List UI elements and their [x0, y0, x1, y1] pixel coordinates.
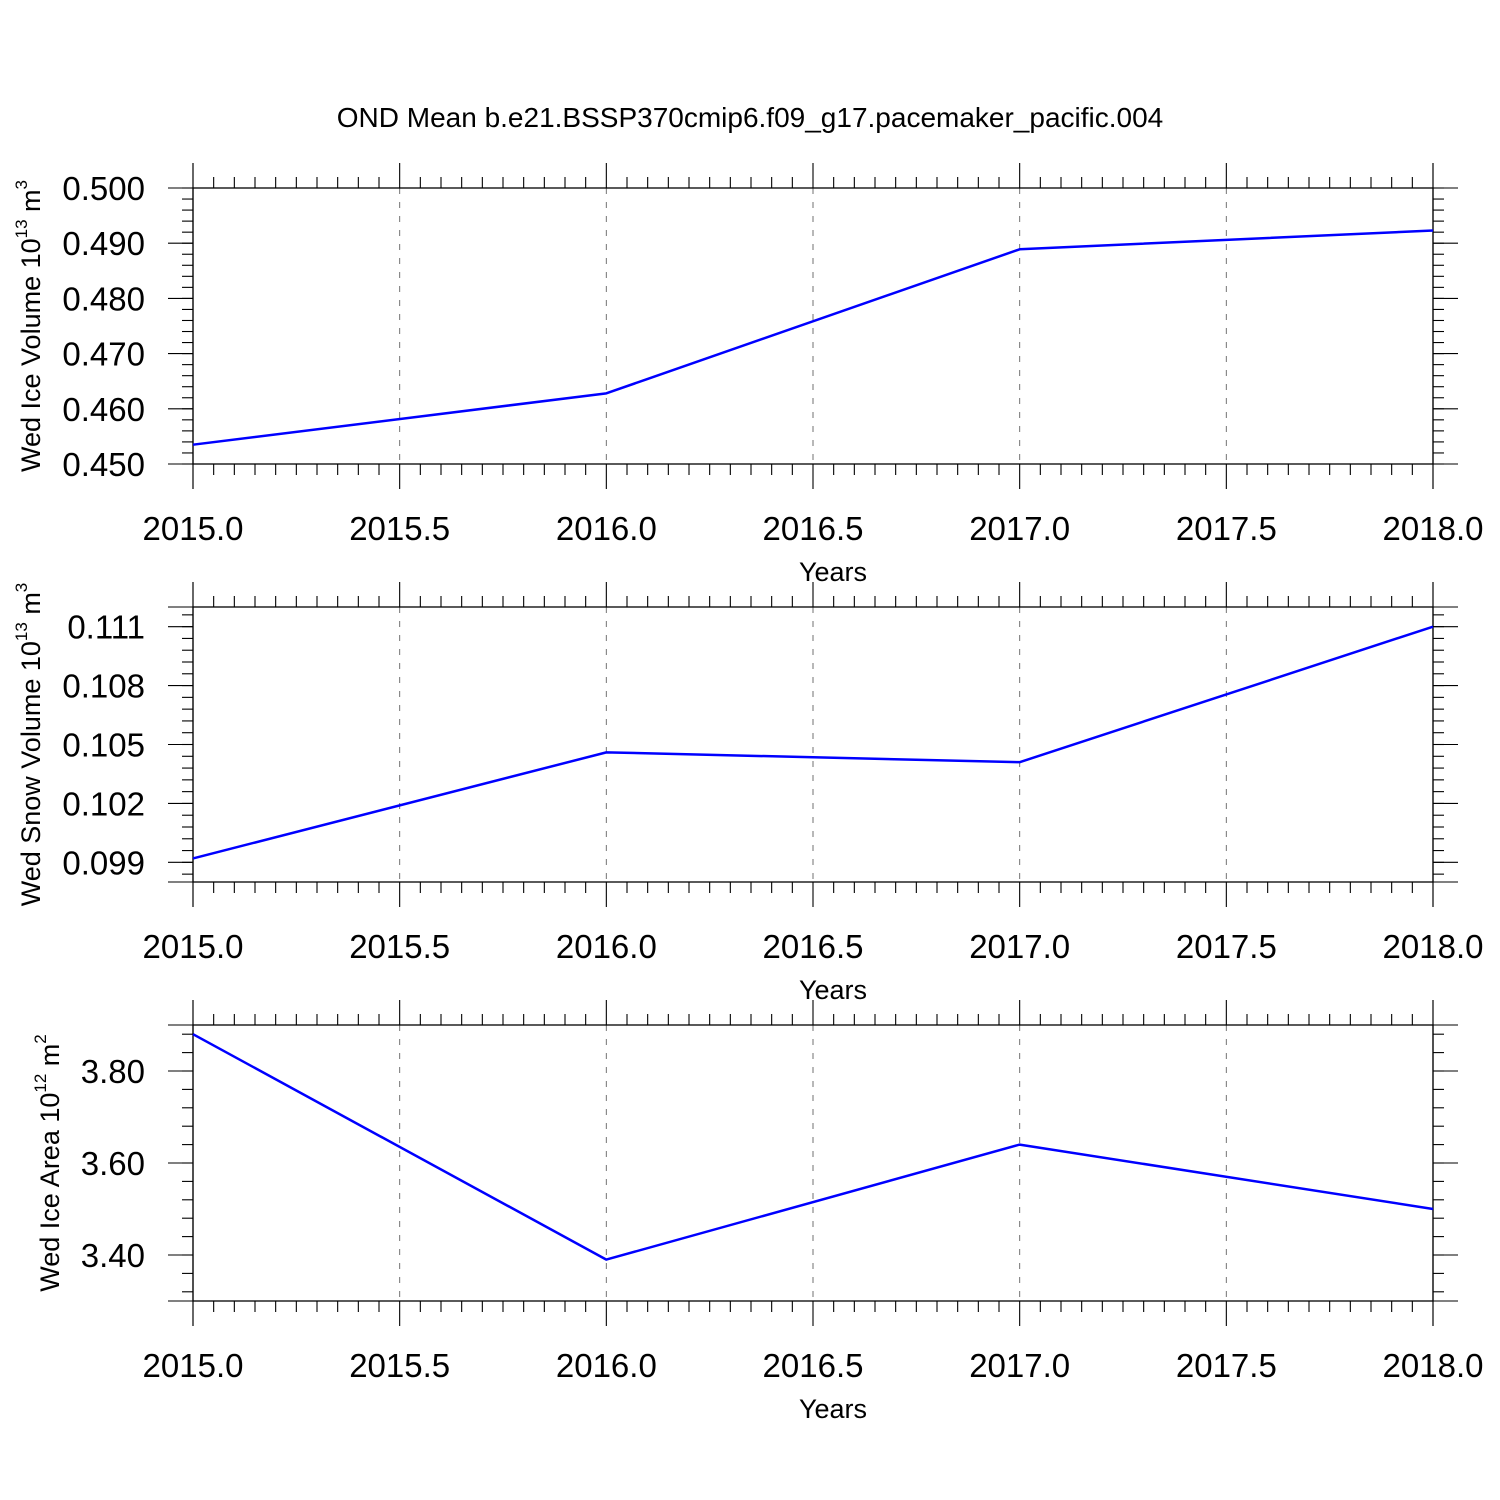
y-label-text: Wed Snow Volume 10	[16, 641, 46, 906]
y-label-unit-exponent: 3	[12, 583, 31, 592]
y-tick-label: 0.490	[62, 225, 145, 262]
y-label-exponent: 13	[12, 622, 31, 641]
series-line	[192, 1033, 1434, 1261]
y-tick-label: 3.40	[81, 1237, 145, 1274]
y-label-unit: m	[16, 189, 46, 219]
y-tick-label: 0.500	[62, 170, 145, 207]
x-tick-label: 2017.0	[969, 1347, 1070, 1384]
x-axis-label: Years	[799, 557, 867, 587]
x-tick-label: 2015.0	[143, 1347, 244, 1384]
x-tick-label: 2018.0	[1383, 928, 1484, 965]
figure-title: OND Mean b.e21.BSSP370cmip6.f09_g17.pace…	[337, 102, 1164, 133]
plot-frame	[192, 606, 1434, 883]
x-tick-label: 2015.0	[143, 510, 244, 547]
y-tick-label: 0.480	[62, 280, 145, 317]
x-tick-label: 2015.5	[349, 1347, 450, 1384]
series-line	[192, 625, 1434, 860]
x-tick-label: 2016.0	[556, 510, 657, 547]
x-tick-label: 2016.5	[763, 928, 864, 965]
y-label-unit-exponent: 3	[12, 180, 31, 189]
y-tick-label: 0.111	[67, 609, 145, 646]
x-tick-label: 2017.5	[1176, 1347, 1277, 1384]
y-label-unit: m	[35, 1044, 65, 1074]
x-tick-label: 2017.5	[1176, 510, 1277, 547]
x-tick-label: 2016.5	[763, 510, 864, 547]
y-tick-label: 0.108	[62, 668, 145, 705]
y-tick-label: 0.102	[62, 785, 145, 822]
x-tick-label: 2018.0	[1383, 510, 1484, 547]
x-tick-label: 2016.0	[556, 1347, 657, 1384]
x-tick-label: 2018.0	[1383, 1347, 1484, 1384]
y-label-unit-exponent: 2	[31, 1034, 50, 1043]
y-label-exponent: 12	[31, 1074, 50, 1093]
chart-panel-2: 0.099 0.102 0.105 0.108 0.111 2015.0 2015.5 201…	[12, 582, 1483, 1005]
x-tick-label: 2015.5	[349, 928, 450, 965]
y-tick-label: 3.80	[81, 1053, 145, 1090]
y-label-exponent: 13	[12, 219, 31, 238]
y-label-text: Wed Ice Area 10	[35, 1093, 65, 1292]
chart-panel-3: 3.40 3.60 3.80 2015.0 2015.5 2016.0 2016.5 2017…	[31, 1000, 1483, 1424]
y-axis-label: Wed Ice Volume 1013 m3	[12, 180, 46, 472]
x-axis-label: Years	[799, 975, 867, 1005]
y-label-unit: m	[16, 592, 46, 622]
y-axis-label: Wed Snow Volume 1013 m3	[12, 583, 46, 907]
y-tick-label: 0.470	[62, 336, 145, 373]
y-tick-label: 0.099	[62, 844, 145, 881]
y-tick-label: 0.105	[62, 727, 145, 764]
x-tick-label: 2017.0	[969, 510, 1070, 547]
y-label-text: Wed Ice Volume 10	[16, 238, 46, 472]
x-axis-label: Years	[799, 1394, 867, 1424]
series-line	[192, 229, 1434, 446]
x-tick-label: 2017.5	[1176, 928, 1277, 965]
x-tick-label: 2016.5	[763, 1347, 864, 1384]
y-axis-label: Wed Ice Area 1012 m2	[31, 1034, 65, 1292]
x-tick-label: 2015.0	[143, 928, 244, 965]
x-tick-label: 2016.0	[556, 928, 657, 965]
x-tick-label: 2015.5	[349, 510, 450, 547]
y-tick-label: 3.60	[81, 1145, 145, 1182]
plot-frame	[192, 1024, 1434, 1302]
chart-panel-1: 0.450 0.460 0.470 0.480 0.490 0.500 2015.0 2015…	[12, 163, 1483, 587]
x-tick-label: 2017.0	[969, 928, 1070, 965]
y-tick-label: 0.450	[62, 446, 145, 483]
y-tick-label: 0.460	[62, 391, 145, 428]
